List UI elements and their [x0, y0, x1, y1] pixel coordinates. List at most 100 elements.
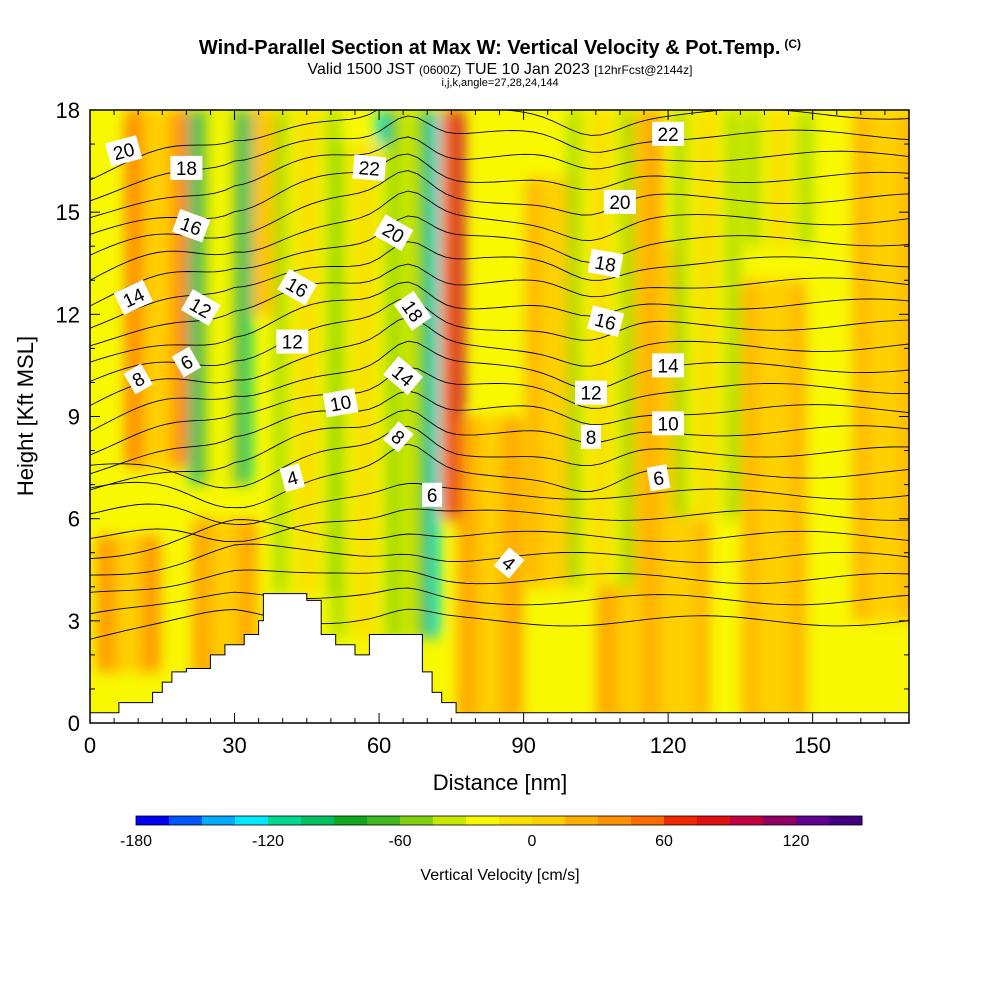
- contour-label: 20: [603, 189, 636, 214]
- downdraft-band: [695, 110, 719, 519]
- contour-label: 16: [172, 209, 211, 243]
- contour-label: 16: [586, 305, 625, 337]
- isentrope: [90, 281, 909, 363]
- contour-label: 6: [422, 482, 443, 507]
- contour-label-box: [170, 155, 203, 180]
- isentrope: [90, 409, 909, 491]
- colorbar-segment: [433, 816, 467, 825]
- contour-label-box: [172, 209, 211, 243]
- x-axis-title: Distance [nm]: [433, 770, 568, 795]
- isentrope: [90, 425, 909, 489]
- colorbar-segment: [334, 816, 368, 825]
- colorbar-segment: [664, 816, 698, 825]
- contour-label-box: [646, 464, 671, 492]
- valid-utc: (0600Z): [419, 63, 462, 77]
- isentrope: [90, 115, 909, 202]
- x-tick-label: 120: [650, 733, 687, 758]
- colorbar-segment: [367, 816, 401, 825]
- colorbar-segment: [301, 816, 335, 825]
- contour-label-text: 6: [652, 468, 666, 491]
- contour-label: 10: [322, 388, 359, 418]
- colorbar-tick-label: 0: [528, 833, 537, 850]
- colorbar-segment: [235, 816, 269, 825]
- y-tick-label: 0: [68, 711, 80, 736]
- contour-label-box: [373, 214, 414, 251]
- section-params: i,j,k,angle=27,28,24,144: [441, 77, 559, 89]
- isentrope: [90, 263, 909, 347]
- isentrope: [90, 587, 909, 615]
- contour-label-text: 22: [358, 158, 381, 181]
- contour-label: 6: [646, 464, 671, 492]
- y-tick-label: 9: [68, 405, 80, 430]
- colorbar-tick-label: 60: [655, 833, 673, 850]
- contour-label: 4: [493, 547, 525, 579]
- contour-label-text: 12: [282, 333, 303, 354]
- contour-label-box: [382, 421, 414, 453]
- colorbar-segment: [730, 816, 764, 825]
- contour-label-text: 10: [329, 392, 353, 416]
- contour-label-box: [113, 279, 153, 315]
- isentrope: [90, 297, 909, 382]
- contour-label: 8: [581, 424, 601, 449]
- contour-label-box: [352, 154, 387, 182]
- colorbar-segment: [400, 816, 434, 825]
- contour-label-box: [652, 353, 685, 378]
- colorbar-title: Vertical Velocity [cm/s]: [420, 867, 579, 884]
- updraft-band: [873, 110, 897, 621]
- contour-label-text: 18: [176, 159, 197, 180]
- contour-label-box: [581, 424, 601, 449]
- colorbar-segment: [796, 816, 830, 825]
- isentrope: [90, 543, 909, 576]
- isentrope: [90, 136, 909, 219]
- contour-label: 8: [382, 421, 414, 453]
- x-tick-label: 30: [222, 733, 246, 758]
- colorbar-segment: [136, 816, 170, 825]
- contour-label: 4: [279, 463, 306, 492]
- isentrope: [90, 340, 909, 432]
- contour-label-text: 14: [658, 356, 680, 377]
- contour-label-text: 18: [593, 253, 617, 277]
- contour-label: 12: [575, 380, 607, 405]
- colorbar-segment: [466, 816, 500, 825]
- valid-time: Valid 1500 JST: [307, 61, 415, 78]
- contour-label-box: [493, 547, 525, 579]
- contour-label: 18: [170, 155, 203, 180]
- contour-label-box: [276, 329, 309, 354]
- isentrope: [90, 190, 909, 281]
- y-tick-label: 18: [56, 98, 80, 123]
- contour-label: 22: [652, 121, 685, 146]
- contour-label-text: 8: [586, 428, 597, 449]
- isentrope: [90, 608, 909, 640]
- contour-label-box: [575, 380, 607, 405]
- contour-label-text: 6: [427, 486, 438, 507]
- contour-label: 12: [276, 329, 309, 354]
- isentrope: [90, 241, 909, 329]
- y-tick-label: 6: [68, 507, 80, 532]
- contour-label: 22: [352, 154, 387, 182]
- isentrope: [90, 153, 909, 235]
- contour-label-box: [279, 463, 306, 492]
- contour-label-text: 22: [658, 125, 679, 146]
- chart-title: Wind-Parallel Section at Max W: Vertical…: [0, 37, 1000, 60]
- contour-label-box: [180, 289, 221, 326]
- colorbar-segment: [631, 816, 665, 825]
- contour-label-box: [587, 248, 624, 278]
- isentrope: [90, 483, 909, 526]
- contour-label-text: 20: [609, 193, 630, 214]
- y-axis: 0 3 6 9 12 15 18: [56, 98, 909, 736]
- isentrope: [90, 443, 909, 509]
- chart-title-mark: (C): [784, 37, 802, 51]
- contour-label-box: [383, 356, 424, 396]
- isentrope: [90, 519, 909, 560]
- y-tick-label: 12: [56, 302, 80, 327]
- chart-title-text: Wind-Parallel Section at Max W: Vertical…: [198, 37, 781, 59]
- contour-label-box: [277, 268, 318, 306]
- colorbar-frame: [135, 815, 863, 826]
- isentrope: [90, 366, 909, 456]
- contour-label: 14: [113, 279, 153, 315]
- contour-label: 14: [652, 353, 685, 378]
- contour-label: 18: [587, 248, 624, 278]
